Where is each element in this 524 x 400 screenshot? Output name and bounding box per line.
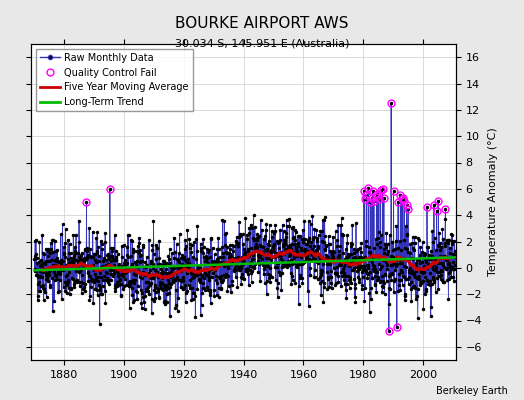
Text: 30.034 S, 145.951 E (Australia): 30.034 S, 145.951 E (Australia): [174, 38, 350, 48]
Legend: Raw Monthly Data, Quality Control Fail, Five Year Moving Average, Long-Term Tren: Raw Monthly Data, Quality Control Fail, …: [36, 49, 193, 111]
Text: BOURKE AIRPORT AWS: BOURKE AIRPORT AWS: [175, 16, 349, 31]
Y-axis label: Temperature Anomaly (°C): Temperature Anomaly (°C): [488, 128, 498, 276]
Text: Berkeley Earth: Berkeley Earth: [436, 386, 508, 396]
